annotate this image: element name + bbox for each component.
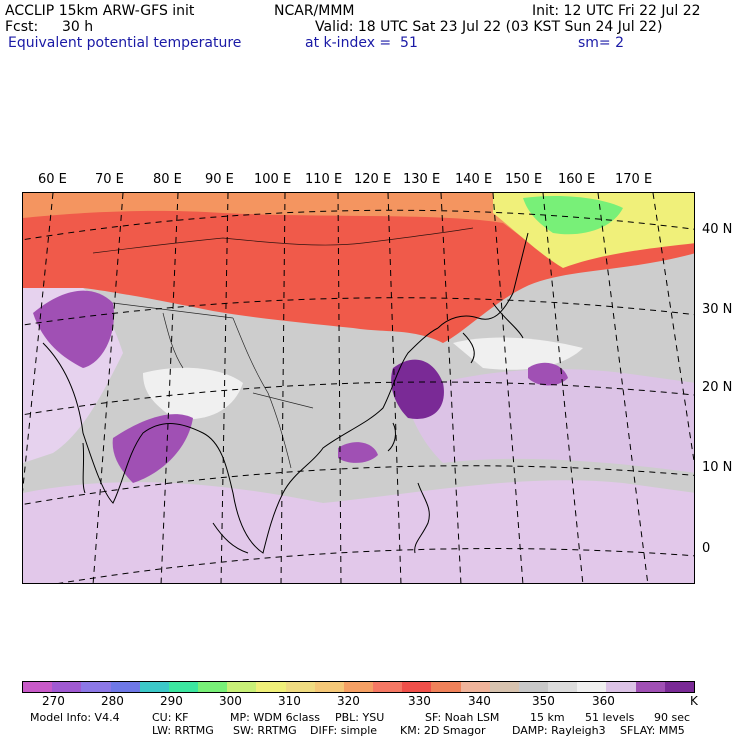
model-title: ACCLIP 15km ARW-GFS init bbox=[5, 3, 195, 19]
lon-label: 160 E bbox=[558, 172, 596, 187]
lon-label: 130 E bbox=[403, 172, 441, 187]
coastlines bbox=[42, 232, 529, 554]
colorbar-swatch bbox=[198, 682, 228, 692]
colorbar-swatch bbox=[431, 682, 461, 692]
colorbar bbox=[22, 681, 695, 693]
purple-maximum bbox=[112, 414, 193, 483]
footer-item: KM: 2D Smagor bbox=[400, 724, 486, 737]
lon-label: 110 E bbox=[305, 172, 343, 187]
footer-item: 90 sec bbox=[654, 711, 691, 724]
colorbar-unit: K bbox=[690, 694, 698, 708]
lavender-region bbox=[23, 480, 694, 583]
smoothing-label: sm= 2 bbox=[578, 35, 625, 51]
footer-item: MP: WDM 6class bbox=[230, 711, 320, 724]
colorbar-swatch bbox=[285, 682, 315, 692]
forecast-label: Fcst: bbox=[5, 19, 39, 35]
valid-time: Valid: 18 UTC Sat 23 Jul 22 (03 KST Sun … bbox=[315, 19, 663, 35]
lon-label: 80 E bbox=[153, 172, 182, 187]
colorbar-swatch bbox=[110, 682, 140, 692]
footer-item: SF: Noah LSM bbox=[425, 711, 500, 724]
graticule bbox=[23, 193, 694, 583]
colorbar-swatch bbox=[518, 682, 549, 692]
colorbar-swatch bbox=[489, 682, 519, 692]
map-canvas bbox=[23, 193, 694, 583]
colorbar-swatch bbox=[373, 682, 403, 692]
colorbar-swatch bbox=[460, 682, 490, 692]
lon-label: 170 E bbox=[615, 172, 653, 187]
colorbar-swatch bbox=[635, 682, 665, 692]
lon-label: 70 E bbox=[95, 172, 124, 187]
colorbar-swatch bbox=[343, 682, 374, 692]
footer-item: DIFF: simple bbox=[310, 724, 378, 737]
purple-maximum bbox=[33, 290, 114, 368]
lon-label: 150 E bbox=[505, 172, 543, 187]
footer-item: CU: KF bbox=[152, 711, 189, 724]
level-label: at k-index = 51 bbox=[305, 35, 418, 51]
lavender-region-east bbox=[403, 369, 694, 473]
lon-label: 90 E bbox=[205, 172, 234, 187]
colorbar-swatch bbox=[81, 682, 111, 692]
lat-label: 20 N bbox=[702, 380, 733, 395]
purple-maximum bbox=[528, 362, 568, 386]
colorbar-swatch bbox=[52, 682, 82, 692]
colorbar-swatch bbox=[548, 682, 578, 692]
colorbar-tick: 270 bbox=[42, 694, 65, 708]
colorbar-tick: 280 bbox=[101, 694, 124, 708]
lat-label: 30 N bbox=[702, 302, 733, 317]
footer-item: LW: RRTMG bbox=[152, 724, 214, 737]
colorbar-swatch bbox=[227, 682, 257, 692]
colorbar-swatch bbox=[256, 682, 286, 692]
colorbar-tick: 290 bbox=[160, 694, 183, 708]
footer-item: SW: RRTMG bbox=[233, 724, 297, 737]
purple-maximum bbox=[338, 442, 378, 463]
footer-item: 51 levels bbox=[585, 711, 635, 724]
lon-label: 120 E bbox=[354, 172, 392, 187]
footer-item: PBL: YSU bbox=[335, 711, 385, 724]
org-label: NCAR/MMM bbox=[274, 3, 355, 19]
lon-label: 100 E bbox=[254, 172, 292, 187]
colorbar-swatch bbox=[606, 682, 636, 692]
colorbar-tick: 350 bbox=[532, 694, 555, 708]
colorbar-tick: 340 bbox=[468, 694, 491, 708]
forecast-hour: 30 h bbox=[62, 19, 94, 35]
lon-label: 140 E bbox=[455, 172, 493, 187]
colorbar-swatch bbox=[23, 682, 53, 692]
lat-label: 10 N bbox=[702, 460, 733, 475]
lon-label: 60 E bbox=[38, 172, 67, 187]
footer-item: 15 km bbox=[530, 711, 565, 724]
colorbar-swatch bbox=[577, 682, 607, 692]
colorbar-tick: 310 bbox=[278, 694, 301, 708]
white-patch bbox=[453, 337, 583, 370]
borders bbox=[92, 227, 474, 469]
theta-e-map bbox=[22, 192, 695, 584]
lat-label: 40 N bbox=[702, 222, 733, 237]
footer-item: Model Info: V4.4 bbox=[30, 711, 120, 724]
lowest-theta-region bbox=[523, 196, 623, 235]
colorbar-tick: 360 bbox=[592, 694, 615, 708]
colorbar-swatch bbox=[664, 682, 694, 692]
field-name: Equivalent potential temperature bbox=[8, 35, 242, 51]
colorbar-swatch bbox=[402, 682, 432, 692]
colorbar-tick: 320 bbox=[337, 694, 360, 708]
footer-item: DAMP: Rayleigh3 bbox=[512, 724, 606, 737]
init-time: Init: 12 UTC Fri 22 Jul 22 bbox=[532, 3, 701, 19]
footer-item: SFLAY: MM5 bbox=[620, 724, 685, 737]
colorbar-tick: 300 bbox=[219, 694, 242, 708]
lat-label: 0 bbox=[702, 541, 711, 556]
colorbar-swatch bbox=[139, 682, 169, 692]
colorbar-tick: 330 bbox=[408, 694, 431, 708]
colorbar-swatch bbox=[314, 682, 344, 692]
purple-maximum bbox=[391, 359, 444, 419]
colorbar-swatch bbox=[168, 682, 199, 692]
